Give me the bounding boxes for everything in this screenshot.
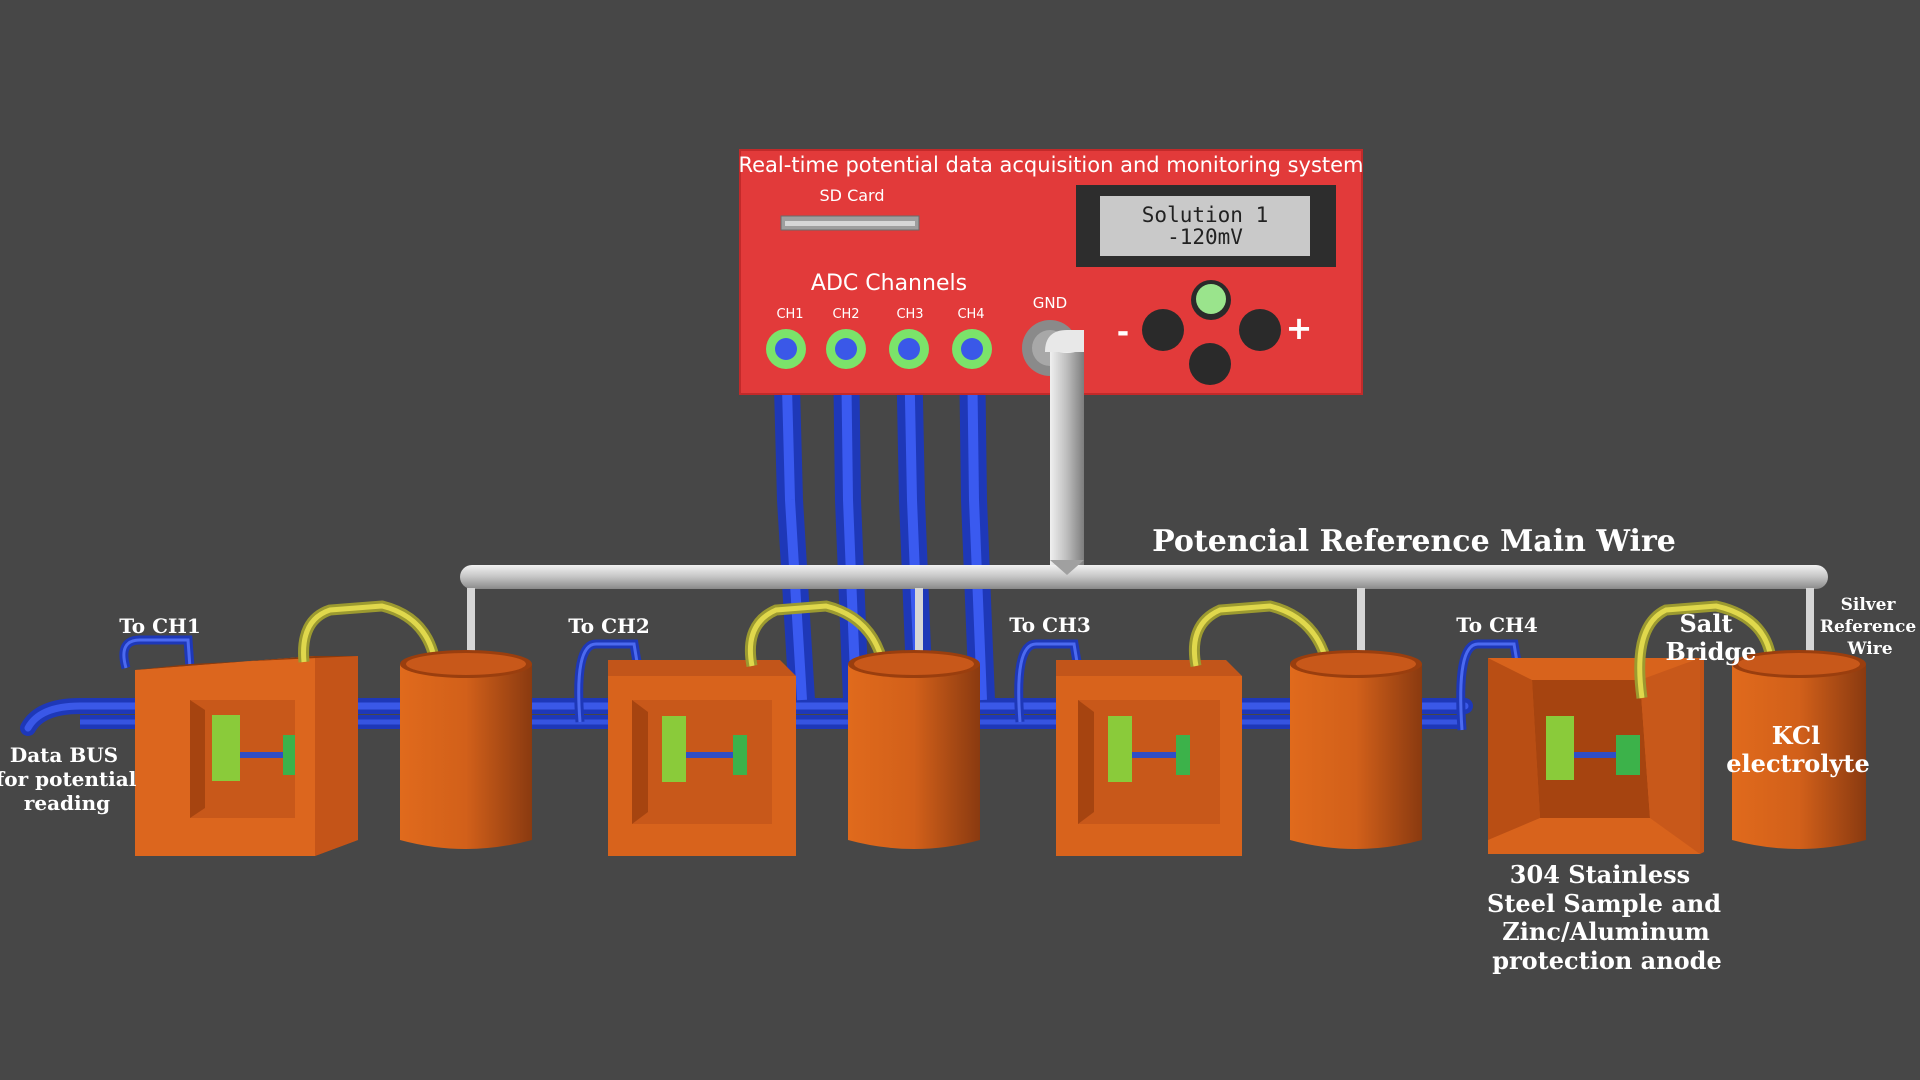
svg-text:Reference: Reference xyxy=(1820,617,1917,637)
down-button[interactable] xyxy=(1189,343,1231,385)
minus-sign: - xyxy=(1117,315,1129,350)
svg-text:Zinc/Aluminum: Zinc/Aluminum xyxy=(1502,917,1709,946)
svg-text:Wire: Wire xyxy=(1846,639,1892,659)
ch4-label: CH4 xyxy=(957,307,984,322)
svg-text:Silver: Silver xyxy=(1841,595,1897,615)
ch1-label: CH1 xyxy=(776,307,803,322)
lcd-display: Solution 1 -120mV xyxy=(1076,185,1336,267)
svg-text:304 Stainless: 304 Stainless xyxy=(1510,860,1690,889)
ch2-label: CH2 xyxy=(832,307,859,322)
panel-title: Real-time potential data acquisition and… xyxy=(738,153,1363,177)
gnd-label: GND xyxy=(1033,294,1067,312)
svg-text:Data BUS: Data BUS xyxy=(10,743,118,767)
sample-label: 304 Stainless Steel Sample and Zinc/Alum… xyxy=(1487,860,1722,975)
svg-text:Salt: Salt xyxy=(1679,609,1732,638)
reference-drops xyxy=(467,588,1814,668)
kcl-label: KCl electrolyte xyxy=(1726,721,1869,778)
cell-3 xyxy=(1014,600,1422,856)
main-wire-label: Potencial Reference Main Wire xyxy=(1152,524,1676,559)
svg-text:for potential: for potential xyxy=(0,767,137,791)
plus-sign: + xyxy=(1286,309,1313,347)
to-ch3-label: To CH3 xyxy=(1009,613,1091,637)
svg-text:reading: reading xyxy=(24,791,110,815)
svg-text:electrolyte: electrolyte xyxy=(1726,749,1869,778)
svg-text:protection anode: protection anode xyxy=(1492,946,1721,975)
control-buttons: - + xyxy=(1117,280,1313,385)
svg-text:KCl: KCl xyxy=(1772,721,1820,750)
acquisition-panel: Real-time potential data acquisition and… xyxy=(738,149,1364,395)
plus-button[interactable] xyxy=(1239,309,1281,351)
main-reference-wire xyxy=(460,560,1828,589)
display-line2: -120mV xyxy=(1167,225,1243,249)
data-bus-label: Data BUS for potential reading xyxy=(0,743,137,815)
to-ch2-label: To CH2 xyxy=(568,614,650,638)
ch3-label: CH3 xyxy=(896,307,923,322)
svg-text:Steel Sample and: Steel Sample and xyxy=(1487,889,1721,918)
channel-cables xyxy=(773,349,995,701)
gnd-pipe xyxy=(1045,330,1084,567)
cell-1 xyxy=(119,600,532,856)
cell-2 xyxy=(574,600,980,856)
cell-4 xyxy=(1456,600,1866,854)
to-ch1-label: To CH1 xyxy=(119,614,201,638)
minus-button[interactable] xyxy=(1142,309,1184,351)
silver-wire-label: Silver Reference Wire xyxy=(1820,595,1917,659)
ok-button[interactable] xyxy=(1196,284,1226,314)
salt-bridge-label: Salt Bridge xyxy=(1666,609,1757,666)
sd-card-label: SD Card xyxy=(820,186,885,205)
svg-text:Bridge: Bridge xyxy=(1666,637,1757,666)
adc-ports xyxy=(766,329,992,369)
adc-channels-label: ADC Channels xyxy=(811,271,967,296)
display-line1: Solution 1 xyxy=(1142,203,1268,227)
to-ch4-label: To CH4 xyxy=(1456,613,1538,637)
